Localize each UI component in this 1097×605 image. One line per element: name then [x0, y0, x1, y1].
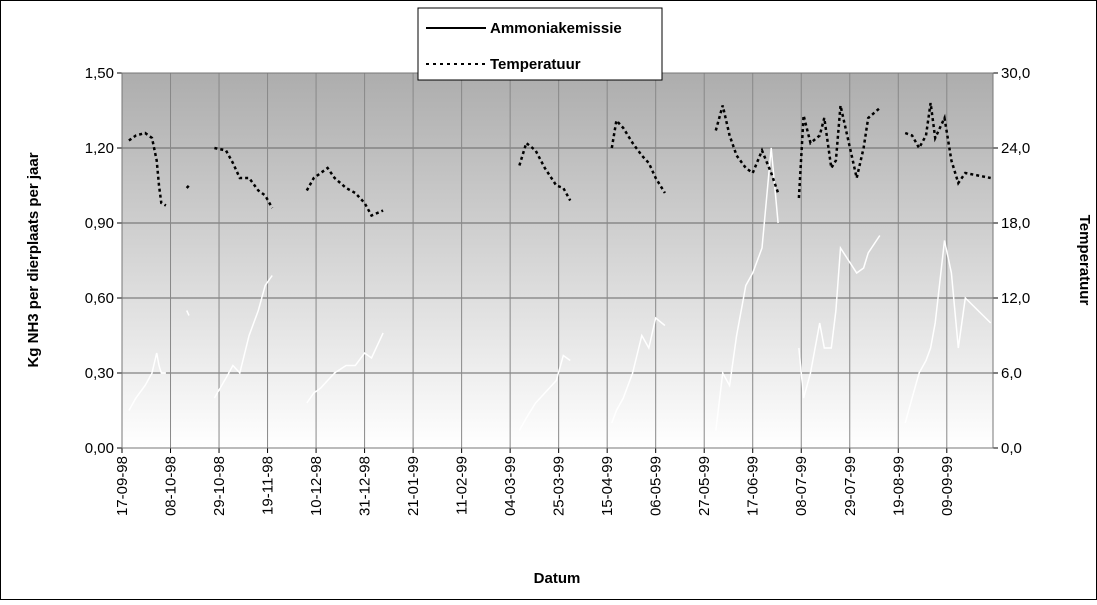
y-tick-label: 0,60: [85, 290, 114, 307]
y2-tick-label: 30,0: [1001, 65, 1030, 82]
x-tick-label: 08-10-98: [163, 456, 180, 516]
plot-area: [122, 73, 993, 448]
x-tick-label: 25-03-99: [551, 456, 568, 516]
x-axis-title: Datum: [534, 570, 581, 587]
x-tick-label: 17-06-99: [745, 456, 762, 516]
y-tick-label: 0,00: [85, 440, 114, 457]
x-tick-label: 21-01-99: [405, 456, 422, 516]
y-tick-label: 1,50: [85, 65, 114, 82]
x-tick-label: 04-03-99: [502, 456, 519, 516]
y2-tick-label: 0,0: [1001, 440, 1022, 457]
legend: Ammoniakemissie Temperatuur: [417, 7, 663, 81]
series-line: [128, 102, 991, 218]
x-tick-label: 09-09-99: [939, 456, 956, 516]
y-tick-label: 0,30: [85, 365, 114, 382]
x-tick-label: 19-11-98: [260, 456, 277, 515]
x-tick-label: 08-07-99: [793, 456, 810, 516]
y2-tick-label: 6,0: [1001, 365, 1022, 382]
y2-tick-label: 24,0: [1001, 140, 1030, 157]
y-tick-label: 0,90: [85, 215, 114, 232]
x-tick-label: 17-09-98: [114, 456, 131, 516]
x-tick-label: 06-05-99: [648, 456, 665, 516]
x-tick-label: 29-10-98: [211, 456, 228, 516]
series-line: [128, 147, 992, 431]
x-tick-label: 19-08-99: [890, 456, 907, 516]
x-tick-label: 15-04-99: [599, 456, 616, 516]
y2-tick-label: 18,0: [1001, 215, 1030, 232]
y2-tick-label: 12,0: [1001, 290, 1030, 307]
legend-box: [417, 7, 663, 81]
legend-label: Temperatuur: [490, 56, 581, 73]
legend-label: Ammoniakemissie: [490, 20, 622, 37]
marks: [128, 102, 992, 431]
x-tick-label: 10-12-98: [308, 456, 325, 516]
x-tick-label: 27-05-99: [696, 456, 713, 516]
y-axis-title: Kg NH3 per dierplaats per jaar: [25, 152, 42, 367]
x-tick-label: 31-12-98: [357, 456, 374, 516]
y2-axis-title: Temperatuur: [1076, 215, 1093, 306]
x-tick-label: 29-07-99: [842, 456, 859, 516]
x-tick-label: 11-02-99: [454, 456, 471, 515]
y-tick-label: 1,20: [85, 140, 114, 157]
